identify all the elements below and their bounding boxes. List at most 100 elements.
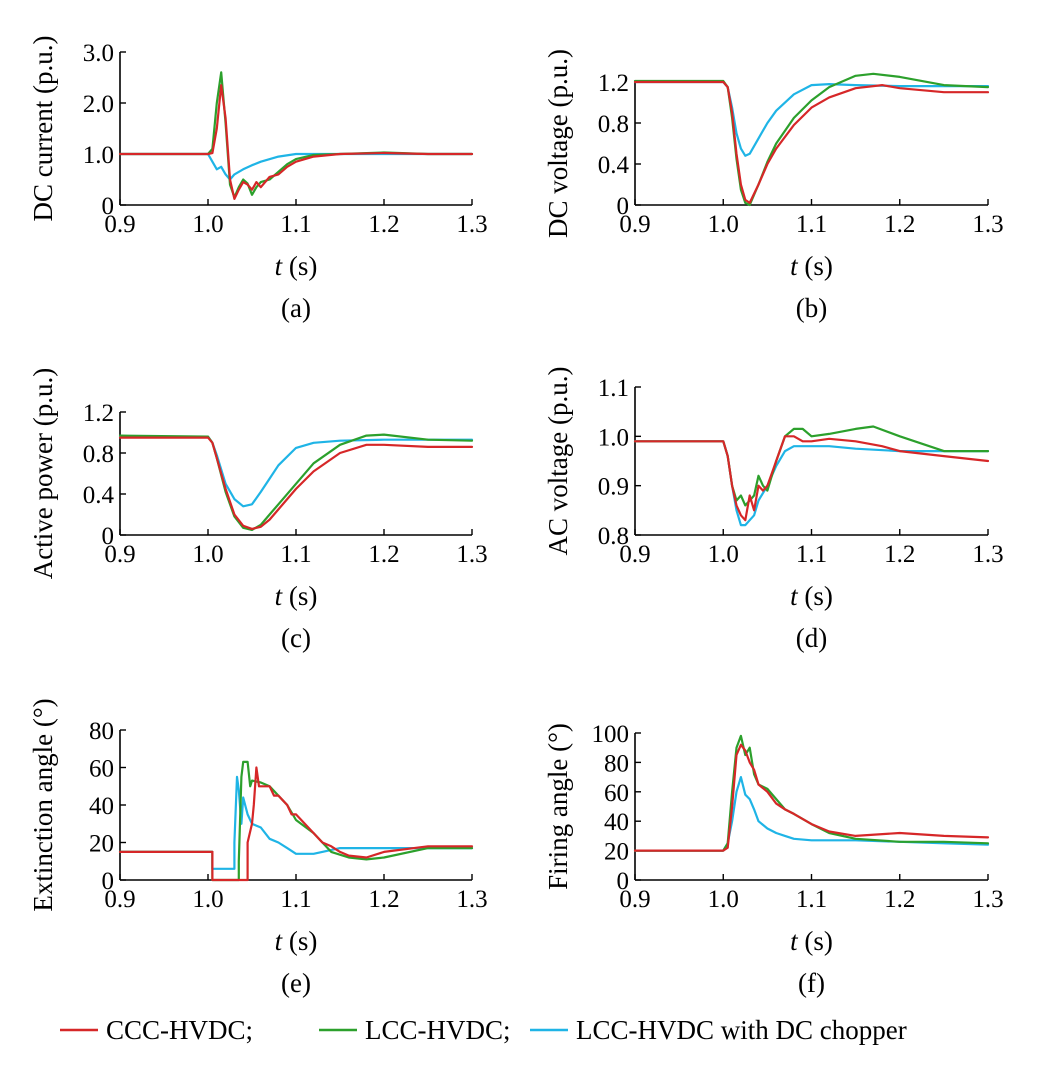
series-line-ccc-hvdc [118,84,474,200]
x-tick-label: 1.2 [368,541,399,568]
y-tick-label: 80 [604,750,629,777]
panel-caption: (c) [281,623,311,653]
y-tick-label: 1.0 [598,424,629,451]
x-tick-label: 1.1 [280,211,311,238]
legend-label-chopper: LCC-HVDC with DC chopper [576,1015,907,1045]
x-tick-label: 1.3 [972,541,1003,568]
y-tick-label: 1.0 [83,142,114,169]
x-tick-label: 1.2 [884,886,915,913]
x-tick-label: 1.3 [456,211,487,238]
y-tick-label: 0 [617,193,630,220]
x-tick-label: 1.2 [884,211,915,238]
panel-caption: (f) [798,968,825,998]
series-line-ccc-hvdc [633,435,990,522]
x-tick-label: 1.1 [796,886,827,913]
series-line-ccc-hvdc [633,80,990,204]
series-line-lcc-hvdc-with-dc-chopper [633,80,990,157]
y-tick-label: 3.0 [83,40,114,67]
series-line-lcc-hvdc-with-dc-chopper [118,775,474,870]
x-tick-label: 0.9 [104,211,135,238]
x-axis-label: t (s) [790,581,833,611]
x-axis-label: t (s) [790,251,833,281]
series-line-lcc-hvdc-with-dc-chopper [633,440,990,527]
y-tick-label: 0.8 [83,441,114,468]
y-tick-label: 0 [102,193,115,220]
x-tick-label: 1.0 [192,886,223,913]
series-line-ccc-hvdc [118,766,474,882]
y-tick-label: 0 [617,868,630,895]
x-tick-label: 1.1 [796,211,827,238]
x-tick-label: 1.2 [368,886,399,913]
series-line-lcc-hvdc [633,734,990,852]
legend-label-ccc: CCC-HVDC; [106,1015,253,1045]
y-tick-label: 80 [89,718,114,745]
x-tick-label: 1.1 [280,886,311,913]
series-line-lcc-hvdc [633,72,990,207]
panel-b: 0.9 1.0 1.1 1.2 1.3 0 0.4 0.8 1.2 DC voltage (p.u… [543,49,1004,323]
x-tick-label: 0.9 [619,541,650,568]
y-tick-label: 0 [102,868,115,895]
panel-c: 0.9 1.0 1.1 1.2 1.3 0 0.4 0.8 1.2 Active power (p… [28,368,488,653]
series-line-lcc-hvdc [633,425,990,507]
y-axis-label: DC voltage (p.u.) [543,49,573,238]
y-tick-label: 1.1 [598,375,629,402]
x-tick-label: 1.2 [884,541,915,568]
x-tick-label: 1.2 [368,211,399,238]
x-tick-label: 1.3 [456,886,487,913]
y-axis-label: Firing angle (°) [543,723,573,890]
y-tick-label: 60 [89,756,114,783]
panel-d: 0.9 1.0 1.1 1.2 1.30.80.91.01.1AC voltage (p… [543,367,1004,653]
y-tick-label: 0.8 [598,111,629,138]
y-tick-label: 100 [592,721,630,748]
y-axis-label: Active power (p.u.) [28,368,58,579]
y-tick-label: 0.4 [598,152,630,179]
legend: CCC-HVDC; LCC-HVDC; LCC-HVDC with DC cho… [60,1015,907,1045]
y-tick-label: 60 [604,780,629,807]
x-tick-label: 0.9 [104,541,135,568]
legend-label-lcc: LCC-HVDC; [365,1015,511,1045]
y-axis-label: DC current (p.u.) [28,36,58,222]
series-line-ccc-hvdc [118,436,474,531]
y-tick-label: 0 [102,523,115,550]
panel-caption: (a) [281,293,311,323]
panel-caption: (e) [281,968,311,998]
x-tick-label: 1.1 [280,541,311,568]
panels: 0.9 1.0 1.1 1.2 1.3 0 1.0 2.0 3.0 DC current (p.u… [28,36,1004,998]
x-tick-label: 1.0 [192,211,223,238]
x-tick-label: 1.3 [972,211,1003,238]
series-line-lcc-hvdc-with-dc-chopper [633,775,990,852]
y-tick-label: 20 [89,831,114,858]
y-tick-label: 20 [604,839,629,866]
x-tick-label: 1.1 [796,541,827,568]
x-tick-label: 0.9 [619,886,650,913]
x-axis-label: t (s) [275,251,318,281]
panel-caption: (d) [796,623,827,653]
x-axis-label: t (s) [790,926,833,956]
y-tick-label: 2.0 [83,91,114,118]
y-tick-label: 1.2 [83,400,114,427]
x-tick-label: 0.9 [619,211,650,238]
series-line-lcc-hvdc-with-dc-chopper [118,152,474,181]
panel-e: 0.9 1.0 1.1 1.2 1.3 0 20 40 60 80 Extinction angle… [28,698,488,998]
y-tick-label: 0.4 [83,482,115,509]
panel-caption: (b) [796,293,827,323]
x-tick-label: 0.9 [104,886,135,913]
y-tick-label: 0.9 [598,474,629,501]
y-tick-label: 1.2 [598,70,629,97]
x-tick-label: 1.0 [708,541,739,568]
x-tick-label: 1.0 [708,211,739,238]
x-tick-label: 1.0 [192,541,223,568]
x-axis-label: t (s) [275,926,318,956]
x-tick-label: 1.3 [456,541,487,568]
y-tick-label: 40 [604,809,629,836]
series-line-lcc-hvdc [118,71,474,199]
y-tick-label: 0.8 [598,523,629,550]
x-tick-label: 1.0 [708,886,739,913]
y-axis-label: AC voltage (p.u.) [543,367,573,556]
series-line-lcc-hvdc [118,760,474,882]
x-tick-label: 1.3 [972,886,1003,913]
x-axis-label: t (s) [275,581,318,611]
y-axis-label: Extinction angle (°) [28,698,58,911]
